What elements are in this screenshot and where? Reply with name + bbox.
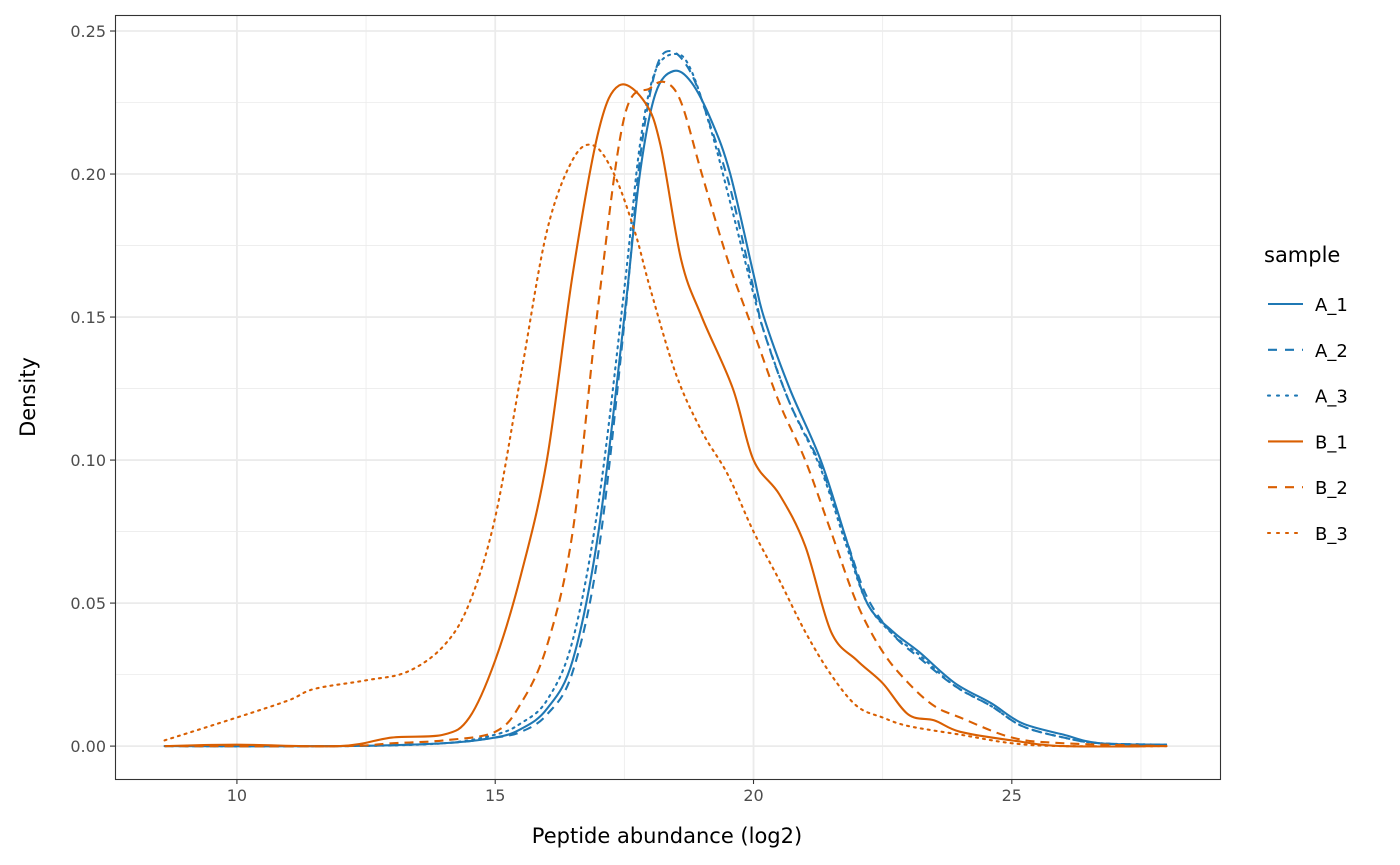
x-axis: 10 15 20 25 [227,779,1022,805]
y-tick-label: 0.10 [70,451,106,470]
x-tick-label: 15 [485,786,505,805]
x-axis-title: Peptide abundance (log2) [532,824,802,848]
series-line-b-1 [164,83,1167,748]
y-tick-label: 0.20 [70,165,106,184]
y-tick-label: 0.15 [70,308,106,327]
x-tick-label: 10 [227,786,247,805]
legend-label: A_2 [1315,341,1348,362]
y-tick-label: 0.00 [70,737,106,756]
y-tick-label: 0.25 [70,22,106,41]
legend-label: A_3 [1315,387,1348,408]
series-line-a-2 [164,49,1167,748]
legend-label: B_1 [1315,432,1348,453]
panel-border [114,14,1222,781]
series-line-a-1 [164,69,1167,748]
y-axis-title: Density [16,357,40,437]
legend-label: B_2 [1315,478,1348,499]
x-tick-label: 25 [1002,786,1022,805]
legend-label: B_3 [1315,524,1348,545]
legend: sample A_1 A_2 A_3 B_1 B_2 B_3 [1264,243,1348,545]
series-line-b-3 [163,143,1168,748]
legend-label: A_1 [1315,295,1348,316]
grid [115,15,1220,779]
series-lines [163,49,1168,748]
legend-title: sample [1264,243,1340,267]
x-tick-label: 20 [743,786,763,805]
series-line-b-2 [164,80,1167,748]
y-axis: 0.00 0.05 0.10 0.15 0.20 0.25 [70,22,115,756]
series-line-a-3 [163,52,1168,748]
y-tick-label: 0.05 [70,594,106,613]
